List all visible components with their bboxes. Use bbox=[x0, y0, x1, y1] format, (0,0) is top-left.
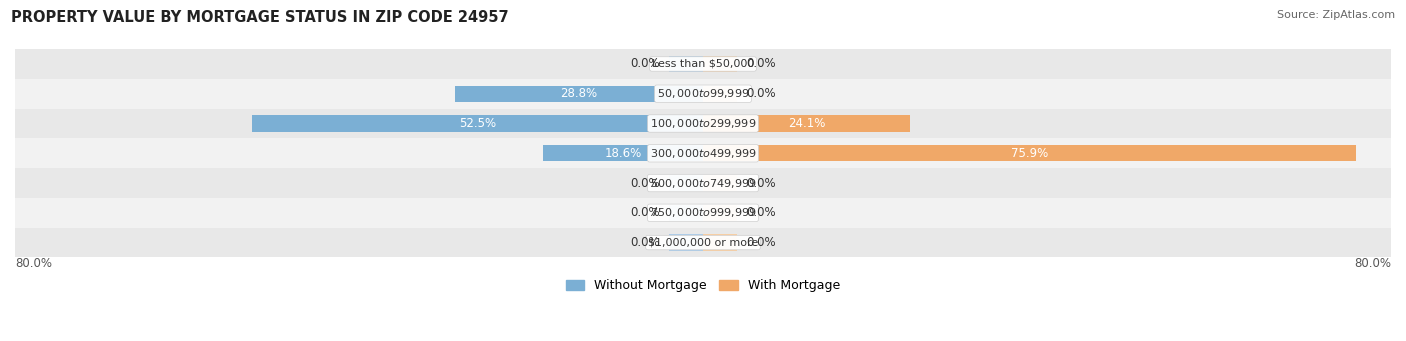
Text: 28.8%: 28.8% bbox=[561, 87, 598, 100]
Text: $100,000 to $299,999: $100,000 to $299,999 bbox=[650, 117, 756, 130]
Text: $750,000 to $999,999: $750,000 to $999,999 bbox=[650, 206, 756, 219]
Bar bbox=[703, 115, 910, 132]
Bar bbox=[15, 168, 1391, 198]
Text: 0.0%: 0.0% bbox=[630, 236, 659, 249]
Bar bbox=[703, 56, 737, 72]
Legend: Without Mortgage, With Mortgage: Without Mortgage, With Mortgage bbox=[561, 274, 845, 297]
Bar bbox=[703, 205, 737, 221]
Bar bbox=[15, 109, 1391, 138]
Text: 24.1%: 24.1% bbox=[787, 117, 825, 130]
Text: 75.9%: 75.9% bbox=[1011, 147, 1047, 160]
Text: 0.0%: 0.0% bbox=[747, 58, 776, 71]
Bar bbox=[669, 234, 703, 251]
Bar bbox=[669, 205, 703, 221]
Text: 0.0%: 0.0% bbox=[630, 177, 659, 190]
Bar bbox=[703, 145, 1355, 161]
Text: $500,000 to $749,999: $500,000 to $749,999 bbox=[650, 177, 756, 190]
Bar bbox=[15, 198, 1391, 228]
Text: Less than $50,000: Less than $50,000 bbox=[652, 59, 754, 69]
Bar bbox=[252, 115, 703, 132]
Text: Source: ZipAtlas.com: Source: ZipAtlas.com bbox=[1277, 10, 1395, 20]
Text: 80.0%: 80.0% bbox=[15, 257, 52, 270]
Bar bbox=[669, 56, 703, 72]
Bar bbox=[703, 86, 737, 102]
Text: 0.0%: 0.0% bbox=[630, 206, 659, 219]
Text: 0.0%: 0.0% bbox=[747, 206, 776, 219]
Text: 18.6%: 18.6% bbox=[605, 147, 641, 160]
Bar bbox=[543, 145, 703, 161]
Text: $1,000,000 or more: $1,000,000 or more bbox=[648, 238, 758, 248]
Bar bbox=[456, 86, 703, 102]
Bar bbox=[15, 228, 1391, 257]
Text: $300,000 to $499,999: $300,000 to $499,999 bbox=[650, 147, 756, 160]
Bar bbox=[15, 49, 1391, 79]
Text: 52.5%: 52.5% bbox=[458, 117, 496, 130]
Bar bbox=[15, 79, 1391, 109]
Bar bbox=[703, 175, 737, 191]
Bar bbox=[703, 234, 737, 251]
Bar bbox=[669, 175, 703, 191]
Text: 0.0%: 0.0% bbox=[747, 236, 776, 249]
Text: 0.0%: 0.0% bbox=[747, 87, 776, 100]
Bar bbox=[15, 138, 1391, 168]
Text: 80.0%: 80.0% bbox=[1354, 257, 1391, 270]
Text: PROPERTY VALUE BY MORTGAGE STATUS IN ZIP CODE 24957: PROPERTY VALUE BY MORTGAGE STATUS IN ZIP… bbox=[11, 10, 509, 25]
Text: 0.0%: 0.0% bbox=[747, 177, 776, 190]
Text: $50,000 to $99,999: $50,000 to $99,999 bbox=[657, 87, 749, 100]
Text: 0.0%: 0.0% bbox=[630, 58, 659, 71]
